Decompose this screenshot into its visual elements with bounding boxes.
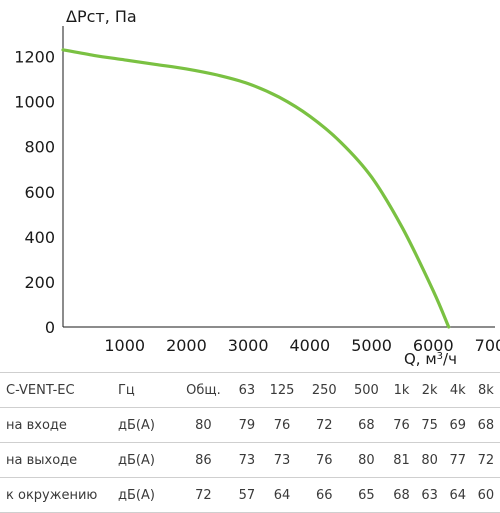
column-header: 63 <box>238 382 256 398</box>
value-cell: 79 <box>238 417 256 433</box>
row-label: на входе <box>6 417 67 433</box>
value-cell: 75 <box>421 417 438 433</box>
value-cell: 69 <box>449 417 467 433</box>
row-label: к окружению <box>6 487 98 503</box>
value-cell: 64 <box>449 487 467 503</box>
y-tick-labels: 0 200 400 600 800 1000 1200 <box>14 48 55 337</box>
unit-cell: дБ(А) <box>118 487 155 503</box>
x-tick-label: 2000 <box>166 336 207 355</box>
fan-curve-line <box>61 48 451 329</box>
series-layer <box>61 48 451 329</box>
y-tick-label: 600 <box>24 183 55 202</box>
table-row: к окружению дБ(А) 72 57 64 66 65 68 63 64 60 <box>0 477 500 513</box>
value-cell: 63 <box>421 487 438 503</box>
x-tick-labels: 1000 2000 3000 4000 5000 6000 7000 <box>104 336 500 355</box>
chart-canvas: ΔPст, Па Q, м3/ч 0 200 400 600 800 1000 1200 1… <box>14 7 500 368</box>
value-cell: 57 <box>238 487 256 503</box>
y-tick-label: 800 <box>24 138 55 157</box>
value-cell: 68 <box>477 417 495 433</box>
y-tick-label: 1200 <box>14 48 55 67</box>
value-cell: 66 <box>315 487 333 503</box>
noise-level-table: C-VENT-EC Гц Общ. 63 125 250 500 1k 2k 4k 8k на вх… <box>0 372 500 513</box>
column-header: 2k <box>421 382 438 398</box>
y-tick-label: 400 <box>24 228 55 247</box>
x-tick-label: 4000 <box>289 336 330 355</box>
value-cell: 72 <box>195 487 212 503</box>
table-header-row: C-VENT-EC Гц Общ. 63 125 250 500 1k 2k 4k 8k <box>0 372 500 408</box>
table-row: на входе дБ(А) 80 79 76 72 68 76 75 69 68 <box>0 407 500 443</box>
unit-cell: дБ(А) <box>118 452 155 468</box>
column-header: 250 <box>311 382 337 398</box>
y-tick-label: 200 <box>24 273 55 292</box>
value-cell: 73 <box>238 452 256 468</box>
value-cell: 60 <box>477 487 495 503</box>
x-axis-title: Q, м3/ч <box>404 350 457 368</box>
value-cell: 80 <box>358 452 375 468</box>
value-cell: 72 <box>477 452 495 468</box>
value-cell: 68 <box>358 417 375 433</box>
column-header: 125 <box>269 382 295 398</box>
y-axis-title: ΔPст, Па <box>66 7 137 26</box>
y-tick-label: 1000 <box>14 93 55 112</box>
x-tick-label: 3000 <box>228 336 269 355</box>
x-tick-label: 5000 <box>351 336 392 355</box>
value-cell: 68 <box>393 487 410 503</box>
value-cell: 81 <box>393 452 410 468</box>
unit-cell: дБ(А) <box>118 417 155 433</box>
value-cell: 80 <box>195 417 212 433</box>
row-label: на выходе <box>6 452 78 468</box>
pressure-flow-chart: ΔPст, Па Q, м3/ч 0 200 400 600 800 1000 1200 1… <box>14 7 500 368</box>
column-header: 1k <box>393 382 410 398</box>
table-body: на входе дБ(А) 80 79 76 72 68 76 75 69 68 на выходе… <box>0 407 500 513</box>
value-cell: 77 <box>449 452 467 468</box>
column-header: 500 <box>353 382 379 398</box>
column-header: Общ. <box>186 382 221 398</box>
value-cell: 72 <box>315 417 333 433</box>
y-tick-label: 0 <box>45 318 55 337</box>
x-tick-label: 6000 <box>413 336 454 355</box>
table-row: на выходе дБ(А) 86 73 73 76 80 81 80 77 72 <box>0 442 500 478</box>
value-cell: 76 <box>393 417 410 433</box>
value-cell: 76 <box>273 417 291 433</box>
value-cell: 65 <box>358 487 375 503</box>
value-cell: 86 <box>195 452 212 468</box>
column-header: Гц <box>118 382 135 398</box>
value-cell: 80 <box>421 452 438 468</box>
value-cell: 64 <box>273 487 291 503</box>
x-tick-label: 1000 <box>104 336 145 355</box>
column-header: 4k <box>449 382 466 398</box>
value-cell: 76 <box>315 452 333 468</box>
column-header: 8k <box>478 382 494 398</box>
value-cell: 73 <box>273 452 291 468</box>
x-tick-label: 7000 <box>475 336 500 355</box>
model-name-header: C-VENT-EC <box>6 382 75 398</box>
